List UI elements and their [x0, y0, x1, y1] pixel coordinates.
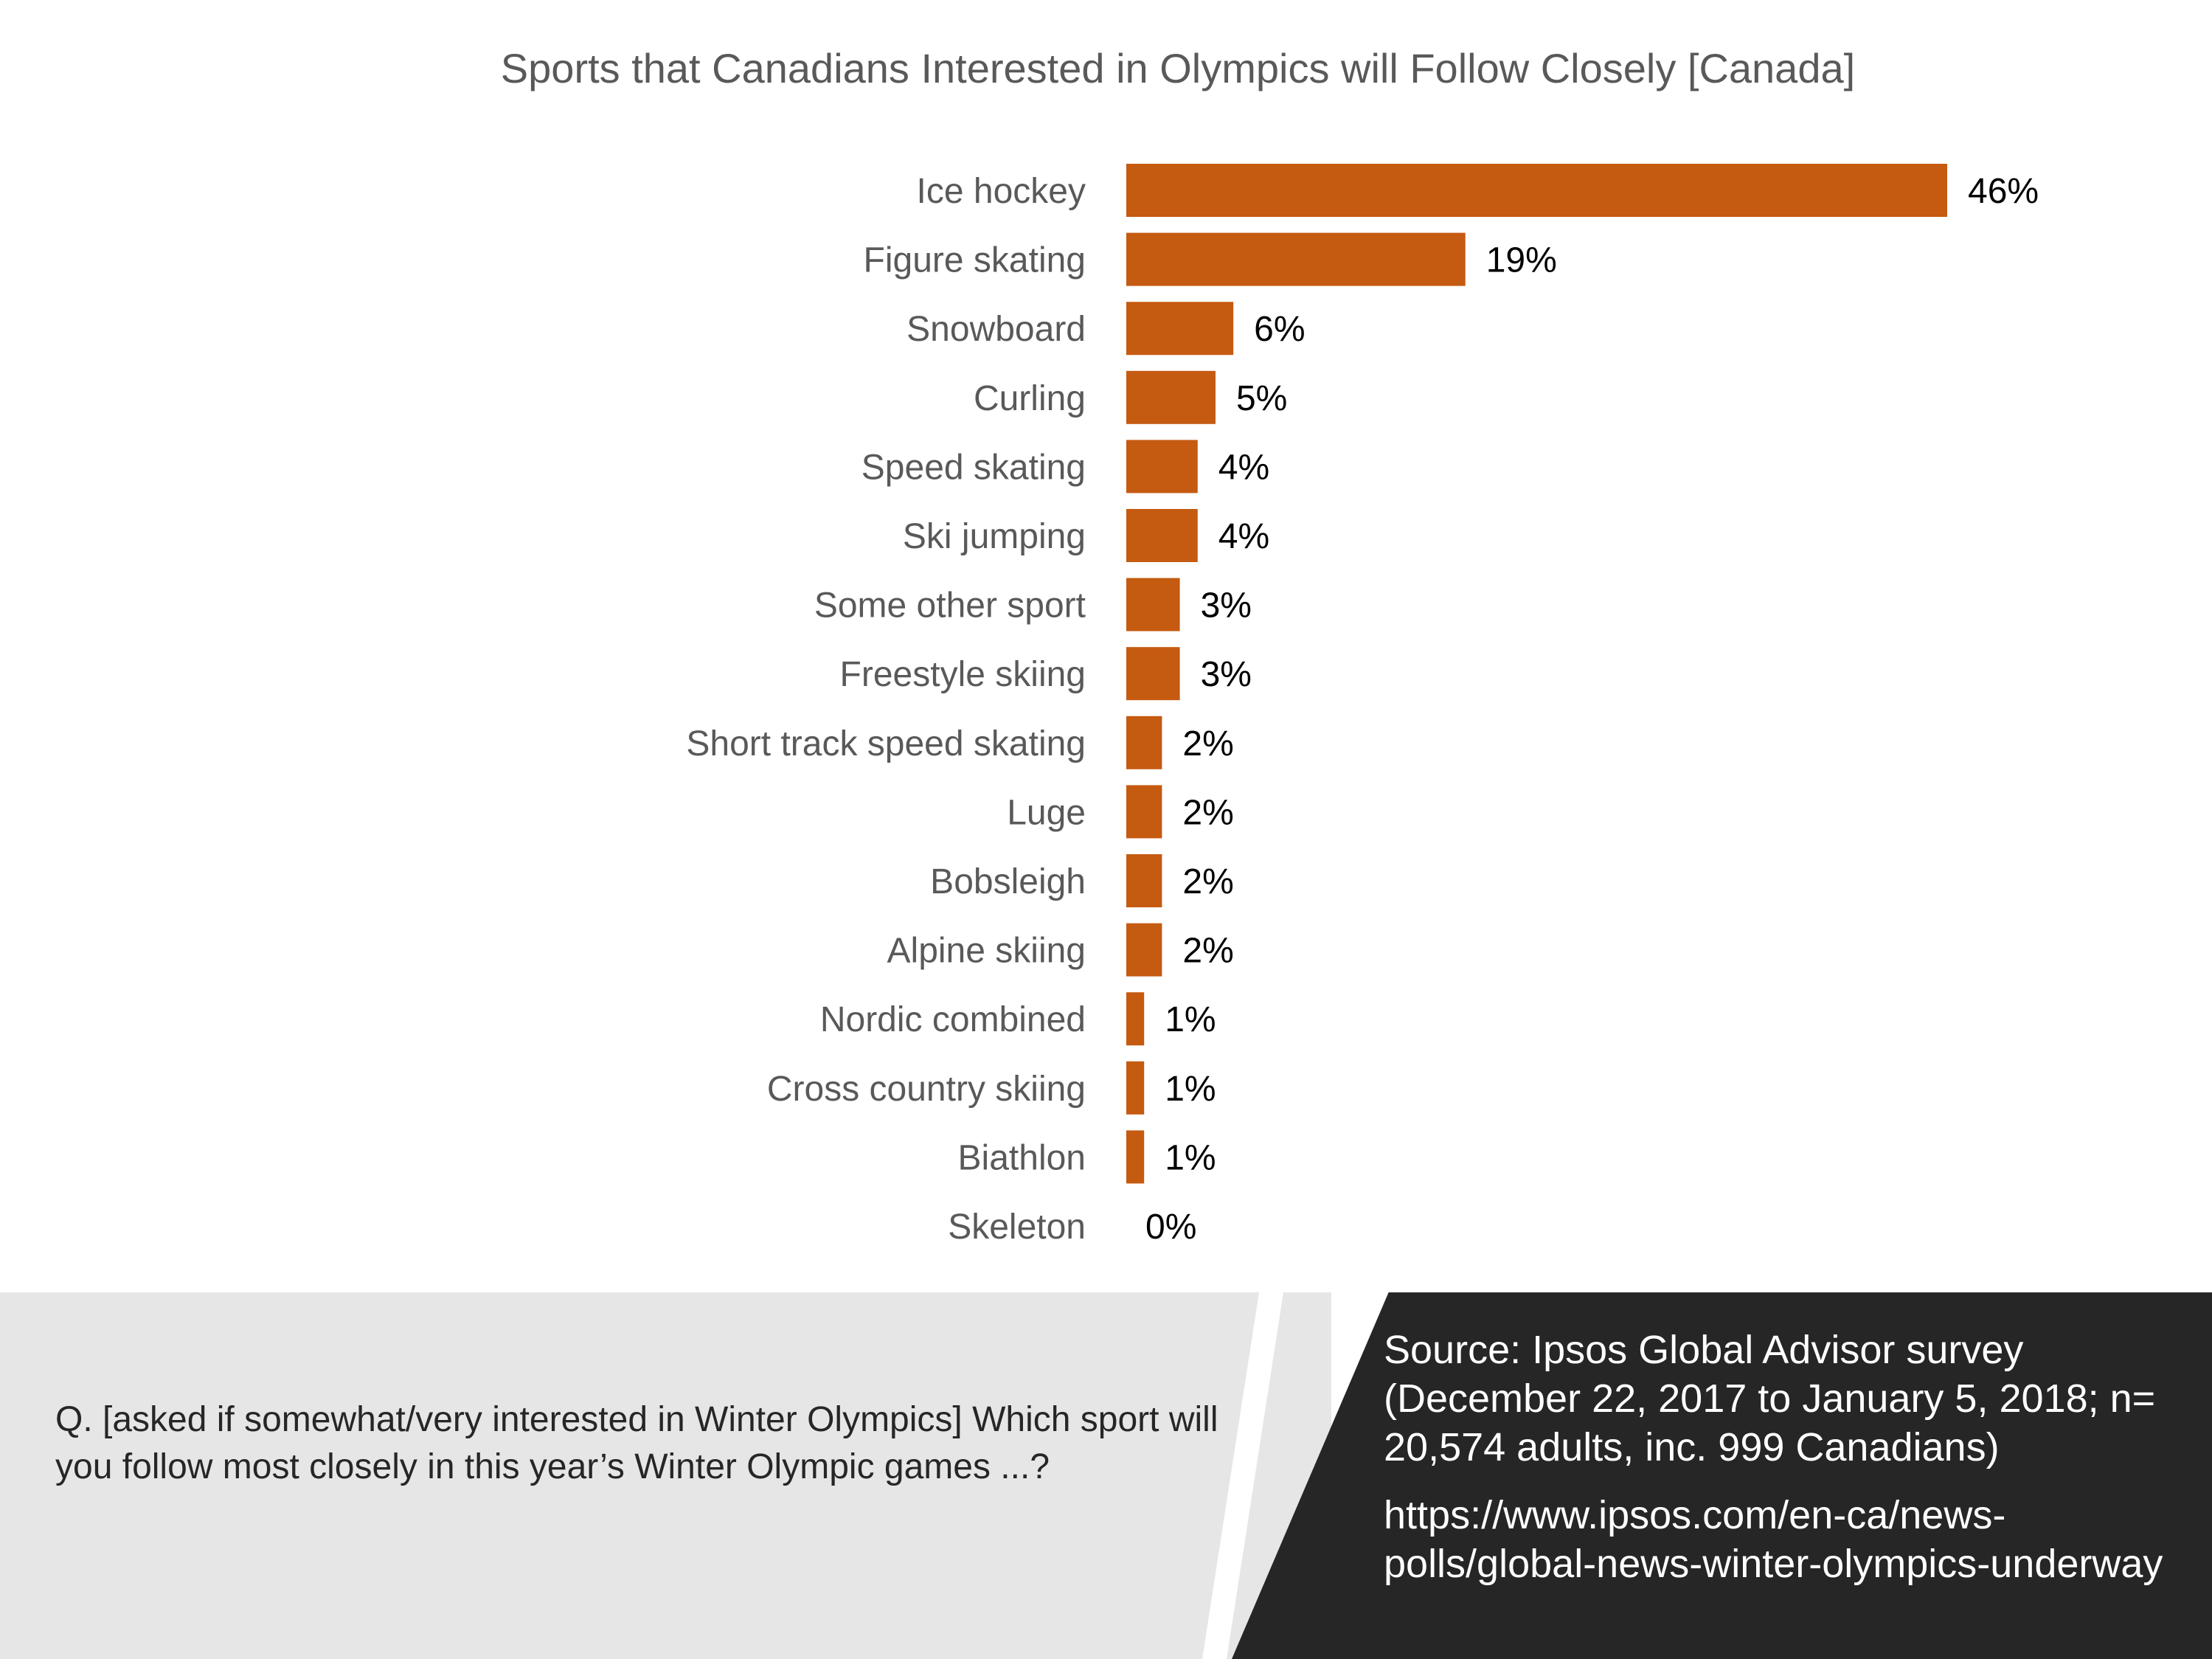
bar: [1126, 716, 1162, 769]
category-label: Nordic combined: [820, 1000, 1086, 1039]
chart-title: Sports that Canadians Interested in Olym…: [501, 45, 1855, 91]
category-label: Speed skating: [861, 448, 1086, 487]
category-label: Ski jumping: [903, 517, 1086, 556]
value-label: 6%: [1254, 310, 1305, 349]
category-label: Ice hockey: [917, 172, 1086, 211]
value-label: 19%: [1486, 241, 1557, 280]
category-label: Cross country skiing: [767, 1070, 1086, 1109]
bar: [1126, 1130, 1145, 1184]
value-label: 2%: [1182, 793, 1233, 832]
footer-question-panel: [0, 1292, 1331, 1659]
category-label: Some other sport: [814, 586, 1086, 626]
bar: [1126, 578, 1180, 631]
value-label: 4%: [1218, 517, 1269, 556]
value-label: 1%: [1165, 1070, 1216, 1109]
bar: [1126, 785, 1162, 839]
category-label: Bobsleigh: [930, 862, 1086, 901]
bar: [1126, 1061, 1145, 1115]
value-label: 3%: [1201, 586, 1252, 626]
bar: [1126, 647, 1180, 701]
bar: [1126, 302, 1234, 356]
bar: [1126, 370, 1216, 424]
bar: [1126, 440, 1198, 493]
category-label: Curling: [974, 379, 1086, 418]
bar: [1126, 854, 1162, 907]
bar-chart: Sports that Canadians Interested in Olym…: [501, 45, 2039, 1247]
value-label: 5%: [1236, 379, 1287, 418]
source-block: Source: Ipsos Global Advisor survey (Dec…: [1384, 1326, 2188, 1607]
value-label: 46%: [1968, 172, 2039, 211]
category-label: Alpine skiing: [887, 932, 1086, 971]
value-label: 0%: [1145, 1208, 1196, 1247]
bar: [1126, 992, 1145, 1046]
source-url: https://www.ipsos.com/en-ca/news-polls/g…: [1384, 1493, 2163, 1586]
value-label: 2%: [1182, 932, 1233, 971]
bar: [1126, 164, 1947, 217]
value-label: 1%: [1165, 1138, 1216, 1177]
category-label: Figure skating: [864, 241, 1086, 280]
value-label: 2%: [1182, 724, 1233, 763]
bars-group: Ice hockey 46% Figure skating 19% Snowboard 6…: [686, 164, 2039, 1247]
category-label: Snowboard: [906, 310, 1086, 349]
category-label: Biathlon: [958, 1138, 1086, 1177]
category-label: Freestyle skiing: [840, 655, 1086, 694]
footer-source-panel: [1232, 1292, 2212, 1659]
category-label: Luge: [1007, 793, 1086, 832]
category-label: Skeleton: [948, 1208, 1086, 1247]
bar: [1126, 509, 1198, 562]
value-label: 4%: [1218, 448, 1269, 487]
value-label: 3%: [1201, 655, 1252, 694]
source-text: Source: Ipsos Global Advisor survey (Dec…: [1384, 1328, 2156, 1469]
category-label: Short track speed skating: [686, 724, 1086, 763]
bar: [1126, 923, 1162, 977]
survey-question: Q. [asked if somewhat/very interested in…: [55, 1400, 1218, 1486]
value-label: 2%: [1182, 862, 1233, 901]
bar: [1126, 232, 1466, 286]
value-label: 1%: [1165, 1000, 1216, 1039]
